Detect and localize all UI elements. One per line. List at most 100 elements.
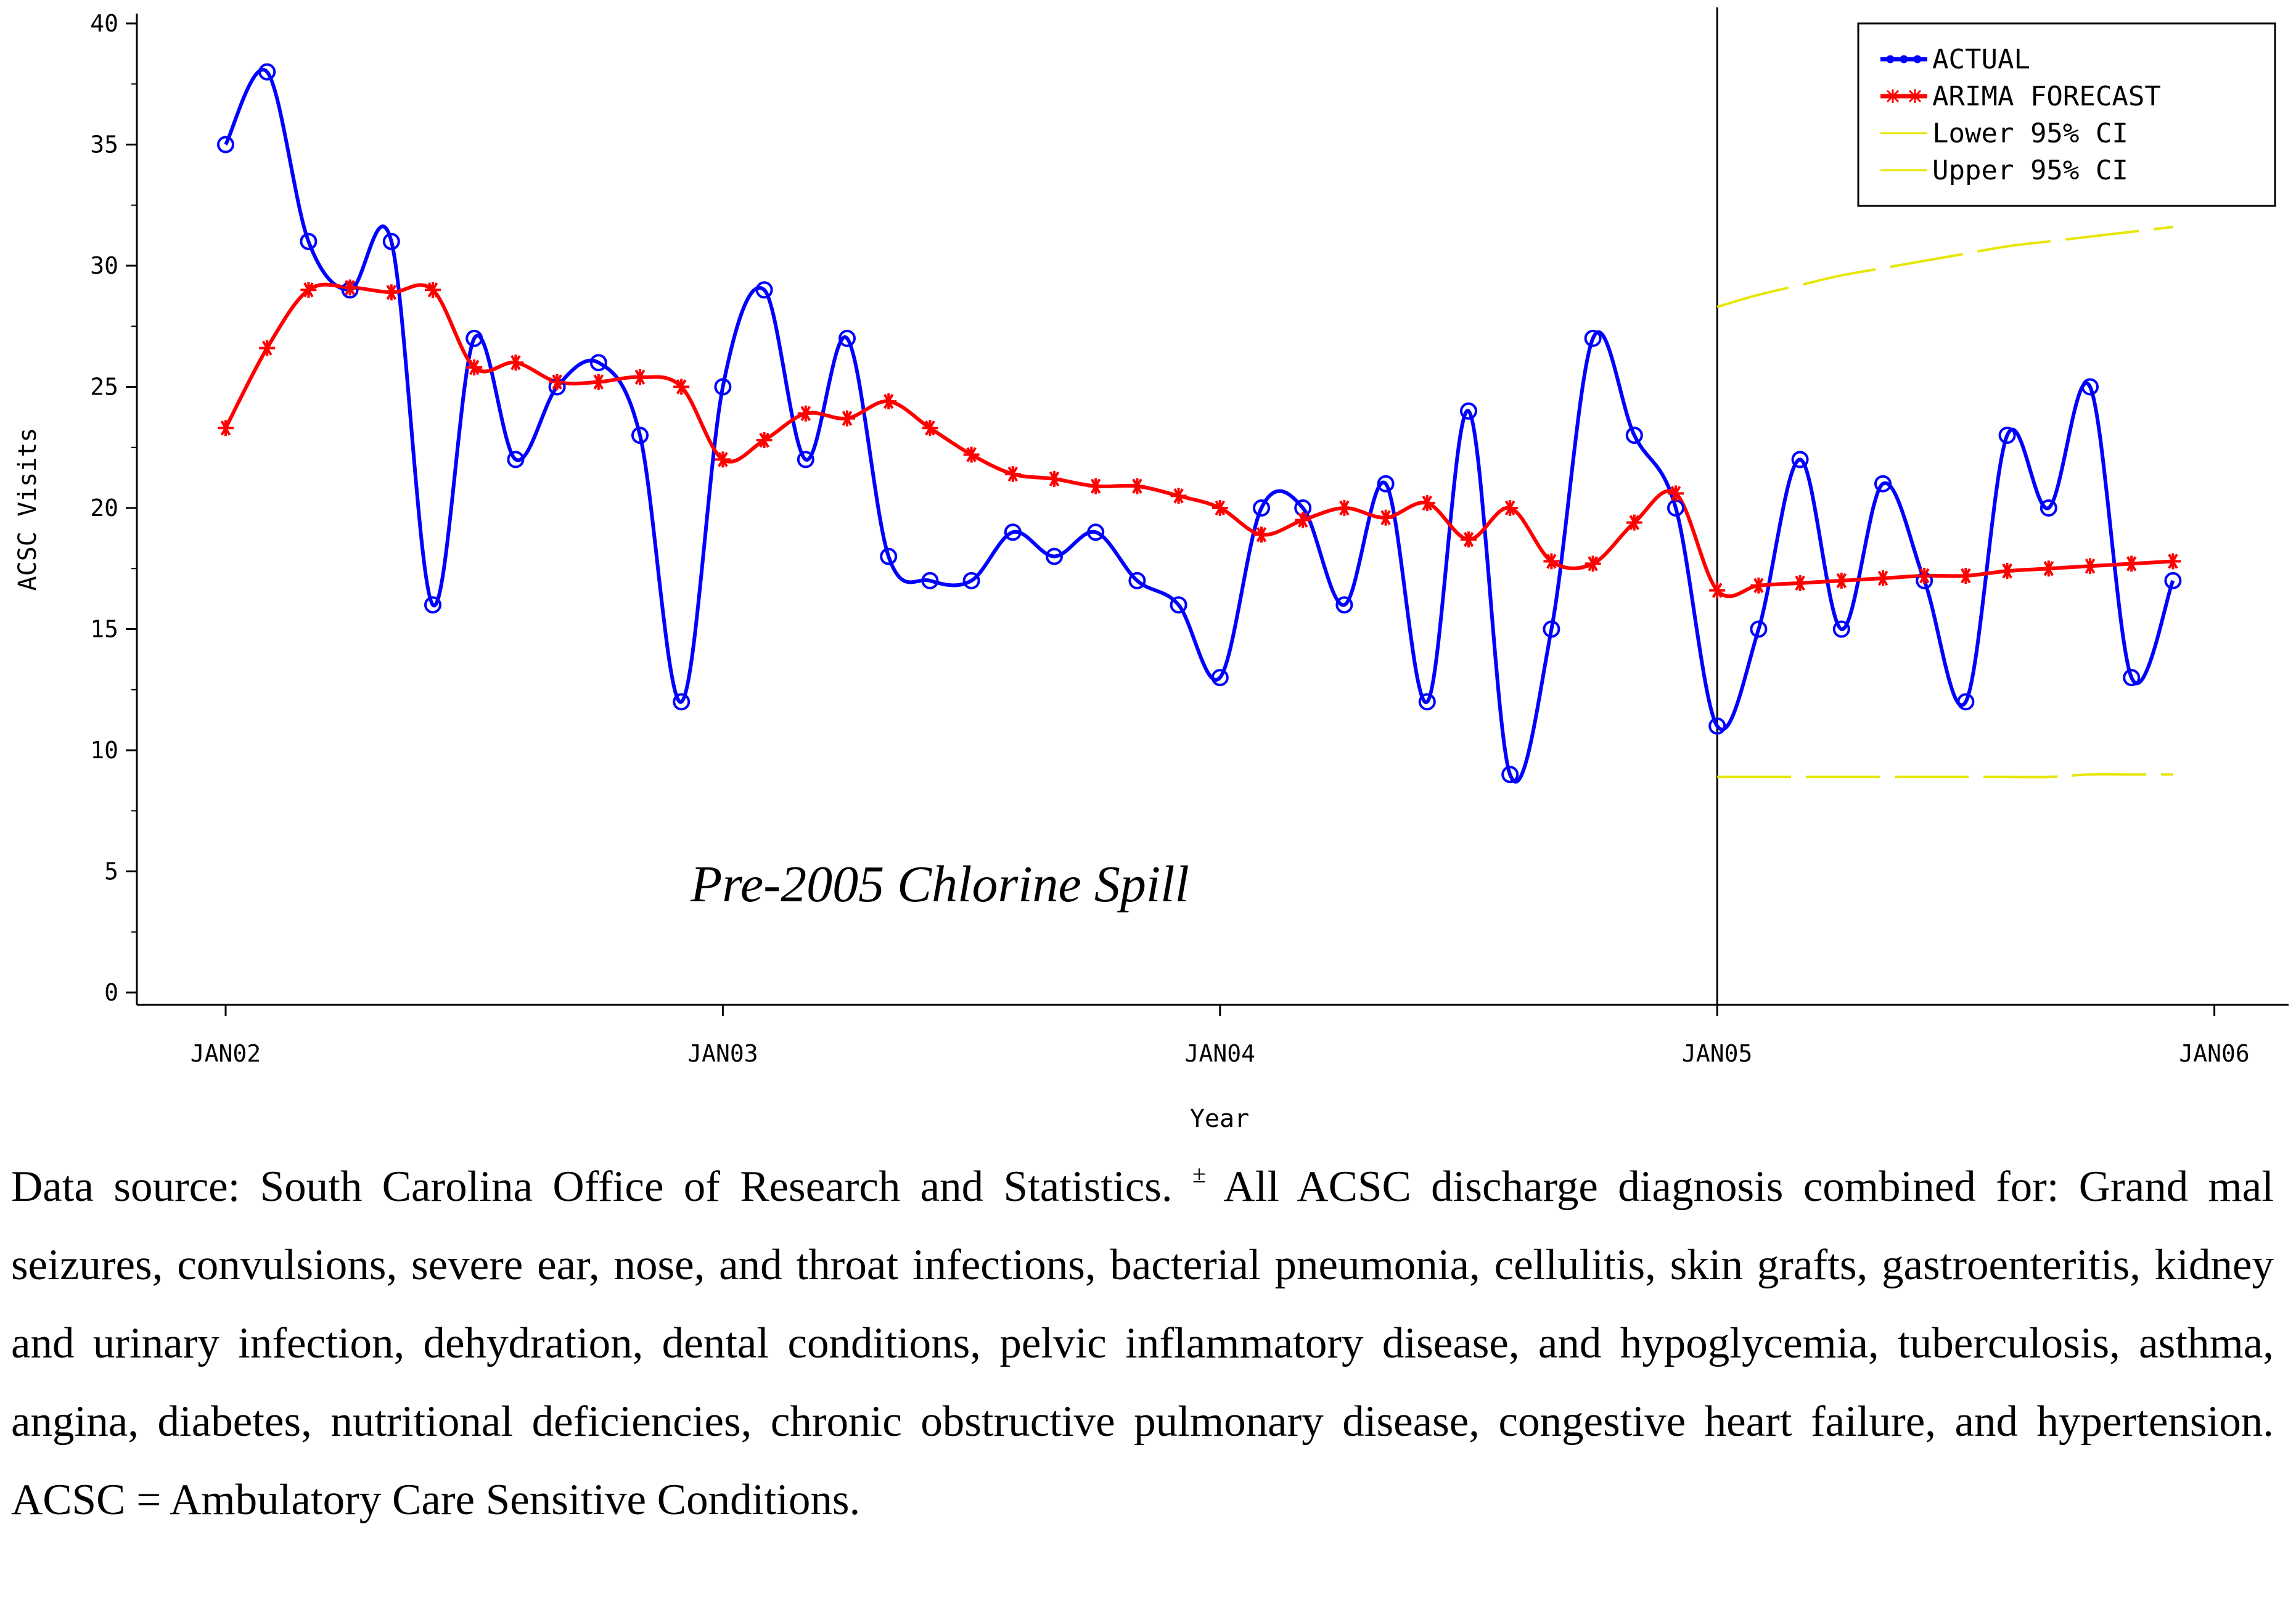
x-tick-label: JAN05 <box>1682 1040 1752 1067</box>
actual-point <box>1625 427 1643 444</box>
y-tick-label: 40 <box>90 10 118 37</box>
upper-95-ci-legend-label: Upper 95% CI <box>1932 155 2128 186</box>
x-tick-label: JAN06 <box>2179 1040 2249 1067</box>
series-lines <box>224 68 2175 784</box>
arima-forecast-point <box>300 282 317 298</box>
actual-point <box>258 63 276 81</box>
upper-95-ci-line <box>1716 226 2173 308</box>
actual-point <box>2040 499 2057 517</box>
x-tick-label: JAN02 <box>191 1040 261 1067</box>
arima-forecast-point <box>632 369 648 385</box>
arima-forecast-point <box>1253 526 1269 543</box>
arima-forecast-legend-label: ARIMA FORECAST <box>1932 81 2161 112</box>
actual-legend-marker <box>1886 55 1895 63</box>
arima-forecast-point <box>839 410 855 427</box>
actual-point <box>1501 766 1519 784</box>
actual-legend-label: ACTUAL <box>1932 44 2030 75</box>
arima-forecast-point <box>1004 465 1021 482</box>
actual-point <box>1584 329 1602 347</box>
actual-point <box>921 571 939 589</box>
arima-forecast-point <box>218 420 234 436</box>
series-markers <box>217 63 2182 784</box>
arima-forecast-point <box>1916 568 1933 584</box>
actual-point <box>1046 547 1063 565</box>
y-tick-label: 35 <box>90 131 118 158</box>
actual-point <box>1087 523 1105 541</box>
caption-source: Data source: South Carolina Office of Re… <box>11 1163 1173 1211</box>
actual-point <box>1128 571 1146 589</box>
actual-point <box>217 136 234 154</box>
arima-forecast-point <box>1668 485 1684 502</box>
arima-forecast-point <box>466 359 483 376</box>
arima-forecast-point <box>1046 470 1062 487</box>
actual-point <box>880 547 898 565</box>
actual-legend-marker <box>1900 55 1908 63</box>
y-axis-label: ACSC Visits <box>14 428 42 591</box>
actual-point <box>1998 427 2016 444</box>
actual-point <box>1170 596 1187 614</box>
arima-forecast-point <box>1999 563 2015 579</box>
arima-forecast-point <box>1833 572 1850 589</box>
caption-text: All ACSC discharge diagnosis combined fo… <box>11 1163 2274 1524</box>
arima-forecast-legend-marker <box>1908 89 1922 103</box>
actual-point <box>838 329 856 347</box>
actual-point <box>714 378 732 396</box>
y-tick-label: 30 <box>90 252 118 279</box>
y-tick-label: 25 <box>90 374 118 401</box>
arima-forecast-point <box>1958 568 1974 584</box>
arima-forecast-point <box>1461 531 1477 548</box>
actual-point <box>2123 669 2141 687</box>
actual-point <box>1418 693 1436 711</box>
actual-point <box>1004 523 1022 541</box>
actual-point <box>300 232 318 250</box>
caption-symbol: ± <box>1192 1160 1206 1188</box>
arima-forecast-point <box>756 432 773 448</box>
actual-point <box>1460 402 1477 420</box>
arima-forecast-point <box>549 374 565 390</box>
axes: 0 5 10 15 20 25 30 35 40 JAN02 JAN03 JAN04 JAN05 JAN0… <box>90 7 2289 1067</box>
arima-forecast-point <box>1875 570 1891 586</box>
x-tick-label: JAN03 <box>687 1040 758 1067</box>
actual-point <box>1377 475 1395 493</box>
arima-forecast-point <box>963 446 980 463</box>
actual-point <box>2081 378 2099 396</box>
figure-caption: Data source: South Carolina Office of Re… <box>11 1148 2274 1539</box>
arima-forecast-point <box>507 354 524 371</box>
actual-legend-marker <box>1913 55 1922 63</box>
arima-forecast-point <box>2123 555 2140 572</box>
confidence-interval-lines <box>1716 226 2173 779</box>
actual-point <box>1708 717 1726 735</box>
arima-forecast-point <box>797 405 814 422</box>
arima-forecast-point <box>1585 555 1601 572</box>
arima-forecast-point <box>1750 577 1767 594</box>
arima-forecast-point <box>1336 500 1353 516</box>
actual-point <box>1543 620 1560 638</box>
arima-forecast-point <box>1543 553 1560 570</box>
arima-forecast-point <box>1212 500 1228 516</box>
arima-forecast-point <box>1377 509 1394 526</box>
chart-annotation: Pre-2005 Chlorine Spill <box>690 856 1189 913</box>
actual-point <box>465 329 483 347</box>
lower-95-ci-line <box>1717 772 2173 779</box>
actual-point <box>631 427 649 444</box>
arima-forecast-point <box>2165 553 2181 570</box>
actual-point <box>589 354 607 372</box>
actual-point <box>2164 571 2182 589</box>
y-tick-label: 0 <box>104 979 118 1006</box>
arima-forecast-point <box>1129 478 1146 494</box>
actual-point <box>1791 451 1809 469</box>
arima-forecast-point <box>425 282 441 298</box>
actual-point <box>1211 669 1229 687</box>
arima-forecast-point <box>715 451 731 468</box>
actual-point <box>507 451 525 469</box>
line-chart: 0 5 10 15 20 25 30 35 40 JAN02 JAN03 JAN04 JAN05 JAN0… <box>14 7 2289 1133</box>
y-tick-label: 20 <box>90 494 118 522</box>
arima-forecast-point <box>1088 478 1104 494</box>
actual-point <box>673 693 691 711</box>
legend: ACTUAL ARIMA FORECAST Lower 95% CI Upper 95… <box>1857 22 2276 207</box>
arima-forecast-point <box>383 284 400 301</box>
arima-forecast-line <box>224 282 2173 599</box>
arima-forecast-point <box>1295 512 1311 528</box>
arima-forecast-point <box>880 393 897 410</box>
arima-forecast-legend-marker <box>1886 89 1900 103</box>
